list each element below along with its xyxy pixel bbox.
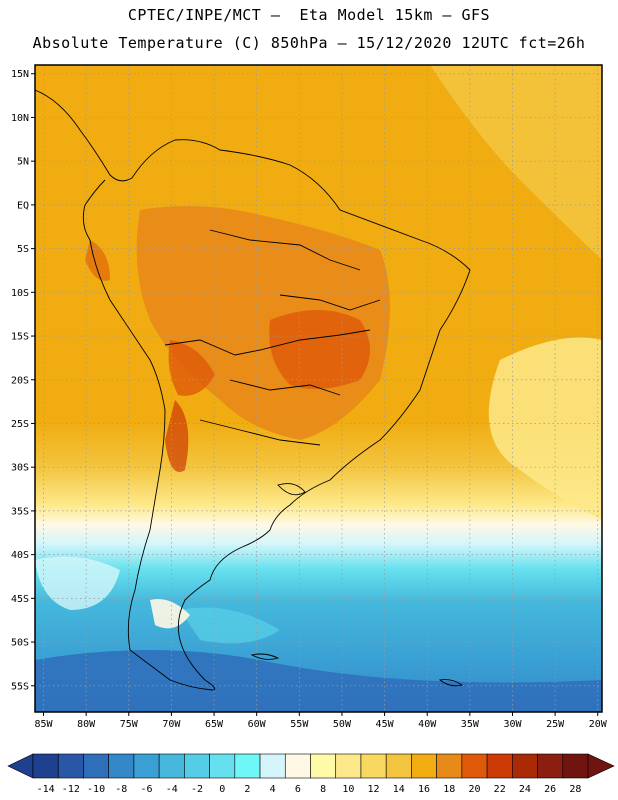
colorbar-label: -8: [115, 784, 127, 795]
lon-tick-label: 20W: [589, 719, 608, 730]
colorbar-swatch: [259, 753, 286, 779]
lon-tick-label: 60W: [248, 719, 267, 730]
lon-tick-label: 65W: [205, 719, 224, 730]
colorbar-swatch: [461, 753, 488, 779]
colorbar-swatch: [486, 753, 513, 779]
temperature-field: [35, 65, 602, 712]
latitude-tick-labels: 15N 10N 5N EQ 5S 10S 15S 20S 25S 30S 35S 40S 45S 50S 5…: [11, 69, 35, 692]
colorbar-label: -12: [62, 784, 80, 795]
colorbar-swatch: [133, 753, 160, 779]
colorbar-label: 20: [468, 784, 480, 795]
colorbar-swatch: [284, 753, 311, 779]
colorbar-label: 8: [320, 784, 326, 795]
lon-tick-label: 75W: [120, 719, 139, 730]
colorbar-swatch: [108, 753, 135, 779]
lon-tick-label: 25W: [546, 719, 565, 730]
colorbar-label: 26: [544, 784, 556, 795]
colorbar-label: -14: [37, 784, 55, 795]
colorbar-label: -2: [191, 784, 203, 795]
colorbar-swatch: [184, 753, 210, 779]
lat-tick-label: 15S: [11, 332, 29, 343]
colorbar-swatch: [360, 753, 387, 779]
lon-tick-label: 40W: [418, 719, 437, 730]
colorbar-swatch: [335, 753, 362, 779]
lat-tick-label: 25S: [11, 419, 29, 430]
lat-tick-label: 30S: [11, 463, 29, 474]
colorbar-arrow-right: [587, 753, 615, 779]
lat-tick-label: 15N: [11, 69, 29, 80]
colorbar-swatch: [310, 753, 337, 779]
colorbar-swatch: [411, 753, 437, 779]
map-frame: [34, 64, 603, 713]
colorbar-label: 14: [393, 784, 405, 795]
colorbar-label: 0: [219, 784, 225, 795]
lat-tick-label: 10S: [11, 288, 29, 299]
lon-tick-label: 85W: [34, 719, 53, 730]
colorbar-swatch: [385, 753, 412, 779]
colorbar-label: 2: [244, 784, 250, 795]
lat-tick-label: EQ: [17, 200, 29, 211]
colorbar-swatch: [158, 753, 185, 779]
colorbar-label: -10: [87, 784, 105, 795]
colorbar-label: 16: [418, 784, 430, 795]
lat-tick-label: 10N: [11, 113, 29, 124]
colorbar-label: 28: [569, 784, 581, 795]
lon-tick-label: 70W: [162, 719, 181, 730]
colorbar-label: 12: [368, 784, 380, 795]
lon-tick-label: 50W: [333, 719, 352, 730]
lat-tick-label: 50S: [11, 638, 29, 649]
colorbar-label: 4: [270, 784, 276, 795]
colorbar-label: 10: [342, 784, 354, 795]
colorbar-swatch: [562, 753, 589, 779]
colorbar-swatch: [209, 753, 236, 779]
lat-tick-label: 55S: [11, 681, 29, 692]
colorbar-swatch: [83, 753, 109, 779]
colorbar-swatch: [32, 753, 59, 779]
colorbar-arrow-left: [7, 753, 34, 779]
colorbar-label: 22: [494, 784, 506, 795]
colorbar-swatch: [57, 753, 84, 779]
colorbar-label: 18: [443, 784, 455, 795]
lat-tick-label: 5N: [17, 157, 29, 168]
colorbar-label: -4: [166, 784, 178, 795]
colorbar-label: 6: [295, 784, 301, 795]
lon-tick-label: 35W: [461, 719, 480, 730]
lat-tick-label: 5S: [17, 244, 29, 255]
colorbar-swatch: [234, 753, 261, 779]
colorbar-swatch: [537, 753, 564, 779]
title-model: CPTEC/INPE/MCT — Eta Model 15km — GFS: [127, 6, 491, 24]
lon-tick-label: 80W: [77, 719, 96, 730]
lon-tick-label: 55W: [290, 719, 309, 730]
lon-tick-label: 30W: [503, 719, 522, 730]
lat-tick-label: 45S: [11, 594, 29, 605]
colorbar-label: -6: [140, 784, 152, 795]
colorbar-swatch: [512, 753, 538, 779]
colorbar-swatch: [436, 753, 463, 779]
colorbar-label: 24: [519, 784, 531, 795]
lat-tick-label: 35S: [11, 506, 29, 517]
lon-tick-label: 45W: [376, 719, 395, 730]
lat-tick-label: 40S: [11, 550, 29, 561]
color-scale-bar: -14 -12 -10 -8 -6 -4 -2 0 2 4 6 8 10 12 14 16 18 20 22 24 26…: [7, 753, 615, 795]
coastlines: [35, 89, 471, 691]
map-gridlines: [35, 65, 602, 712]
longitude-tick-labels: 85W 80W 75W 70W 65W 60W 55W 50W 45W 40W 35W 30W 25W 2…: [34, 712, 608, 730]
title-field: Absolute Temperature (C) 850hPa — 15/12/…: [32, 34, 586, 52]
lat-tick-label: 20S: [11, 375, 29, 386]
